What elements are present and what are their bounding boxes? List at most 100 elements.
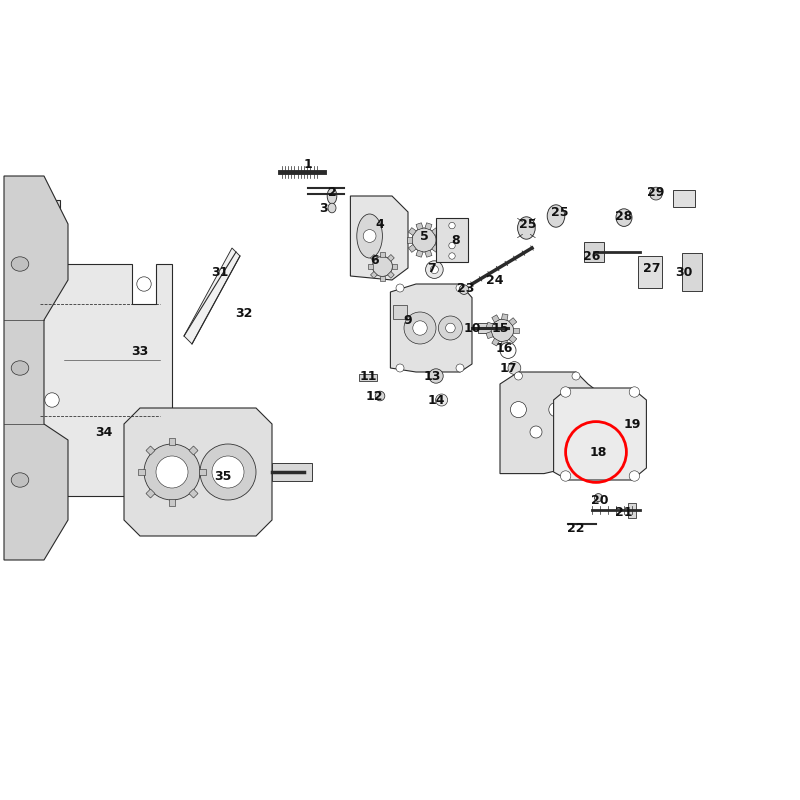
Text: 12: 12	[366, 390, 383, 402]
Text: 9: 9	[404, 314, 412, 326]
Bar	[199, 469, 206, 475]
Bar	[409, 228, 416, 235]
Bar	[406, 237, 413, 242]
Text: 33: 33	[131, 346, 149, 358]
Ellipse shape	[572, 372, 580, 380]
Text: 15: 15	[491, 322, 509, 334]
Text: 6: 6	[370, 254, 378, 266]
Bar	[436, 237, 442, 242]
Polygon shape	[554, 388, 646, 480]
Text: 3: 3	[320, 202, 328, 214]
Ellipse shape	[45, 477, 59, 491]
Text: 18: 18	[590, 446, 607, 458]
Text: 32: 32	[235, 307, 253, 320]
Bar	[486, 322, 494, 330]
Ellipse shape	[449, 253, 455, 259]
Ellipse shape	[11, 473, 29, 487]
Bar	[509, 318, 517, 326]
Bar	[509, 335, 517, 343]
Bar	[272, 463, 312, 481]
Ellipse shape	[429, 369, 443, 383]
Bar	[189, 489, 198, 498]
Ellipse shape	[549, 402, 563, 417]
Text: 25: 25	[551, 206, 569, 218]
Ellipse shape	[357, 214, 382, 258]
Polygon shape	[184, 248, 240, 344]
Bar	[416, 222, 423, 230]
Ellipse shape	[11, 257, 29, 271]
Ellipse shape	[404, 312, 436, 344]
Text: 22: 22	[567, 522, 585, 534]
Text: 10: 10	[463, 322, 481, 334]
Bar	[682, 253, 702, 291]
Text: 14: 14	[427, 394, 445, 406]
Bar	[387, 271, 394, 278]
Bar	[432, 228, 439, 235]
Bar	[416, 250, 423, 258]
Polygon shape	[500, 372, 598, 474]
Polygon shape	[350, 196, 408, 280]
Bar	[370, 271, 378, 278]
Bar	[359, 374, 377, 381]
Ellipse shape	[510, 402, 526, 418]
Bar	[368, 264, 373, 269]
Ellipse shape	[518, 217, 535, 239]
Ellipse shape	[449, 222, 455, 229]
Bar	[380, 276, 385, 281]
Text: 27: 27	[643, 262, 661, 274]
Bar	[514, 328, 519, 333]
Ellipse shape	[508, 362, 521, 374]
Bar	[436, 218, 468, 262]
Ellipse shape	[547, 205, 565, 227]
Text: 20: 20	[591, 494, 609, 506]
Bar	[370, 254, 378, 262]
Text: 16: 16	[495, 342, 513, 354]
Text: 1: 1	[304, 158, 312, 170]
Ellipse shape	[144, 444, 200, 500]
Ellipse shape	[45, 277, 59, 291]
Bar	[387, 254, 394, 262]
Text: 26: 26	[583, 250, 601, 262]
Text: 2: 2	[328, 186, 336, 198]
Bar	[584, 242, 604, 262]
Bar	[492, 314, 499, 322]
Ellipse shape	[560, 387, 571, 397]
Polygon shape	[4, 176, 68, 560]
Bar	[169, 438, 175, 445]
Text: 35: 35	[214, 470, 231, 482]
Text: 31: 31	[211, 266, 229, 278]
Text: 34: 34	[95, 426, 113, 438]
Ellipse shape	[456, 364, 464, 372]
Ellipse shape	[650, 187, 662, 200]
Polygon shape	[20, 200, 60, 240]
Bar	[393, 305, 407, 319]
Ellipse shape	[212, 456, 244, 488]
Text: 23: 23	[457, 282, 474, 294]
Polygon shape	[124, 408, 272, 536]
Ellipse shape	[616, 209, 632, 226]
Ellipse shape	[500, 342, 516, 358]
Ellipse shape	[530, 426, 542, 438]
Ellipse shape	[438, 316, 462, 340]
Text: 21: 21	[615, 506, 633, 518]
Bar	[478, 323, 510, 333]
Bar	[425, 222, 432, 230]
Ellipse shape	[375, 391, 385, 401]
Ellipse shape	[396, 284, 404, 292]
Bar	[492, 338, 499, 346]
Text: 17: 17	[499, 362, 517, 374]
Ellipse shape	[426, 261, 443, 278]
Text: 7: 7	[428, 262, 436, 274]
Bar	[638, 256, 662, 288]
Text: 13: 13	[423, 370, 441, 382]
Ellipse shape	[363, 230, 376, 242]
Ellipse shape	[137, 277, 151, 291]
Ellipse shape	[491, 319, 514, 342]
Ellipse shape	[629, 387, 640, 397]
Ellipse shape	[459, 285, 469, 294]
Bar	[628, 503, 636, 518]
Text: 5: 5	[420, 230, 428, 242]
Ellipse shape	[327, 188, 337, 204]
Ellipse shape	[372, 256, 392, 277]
Bar	[138, 469, 145, 475]
